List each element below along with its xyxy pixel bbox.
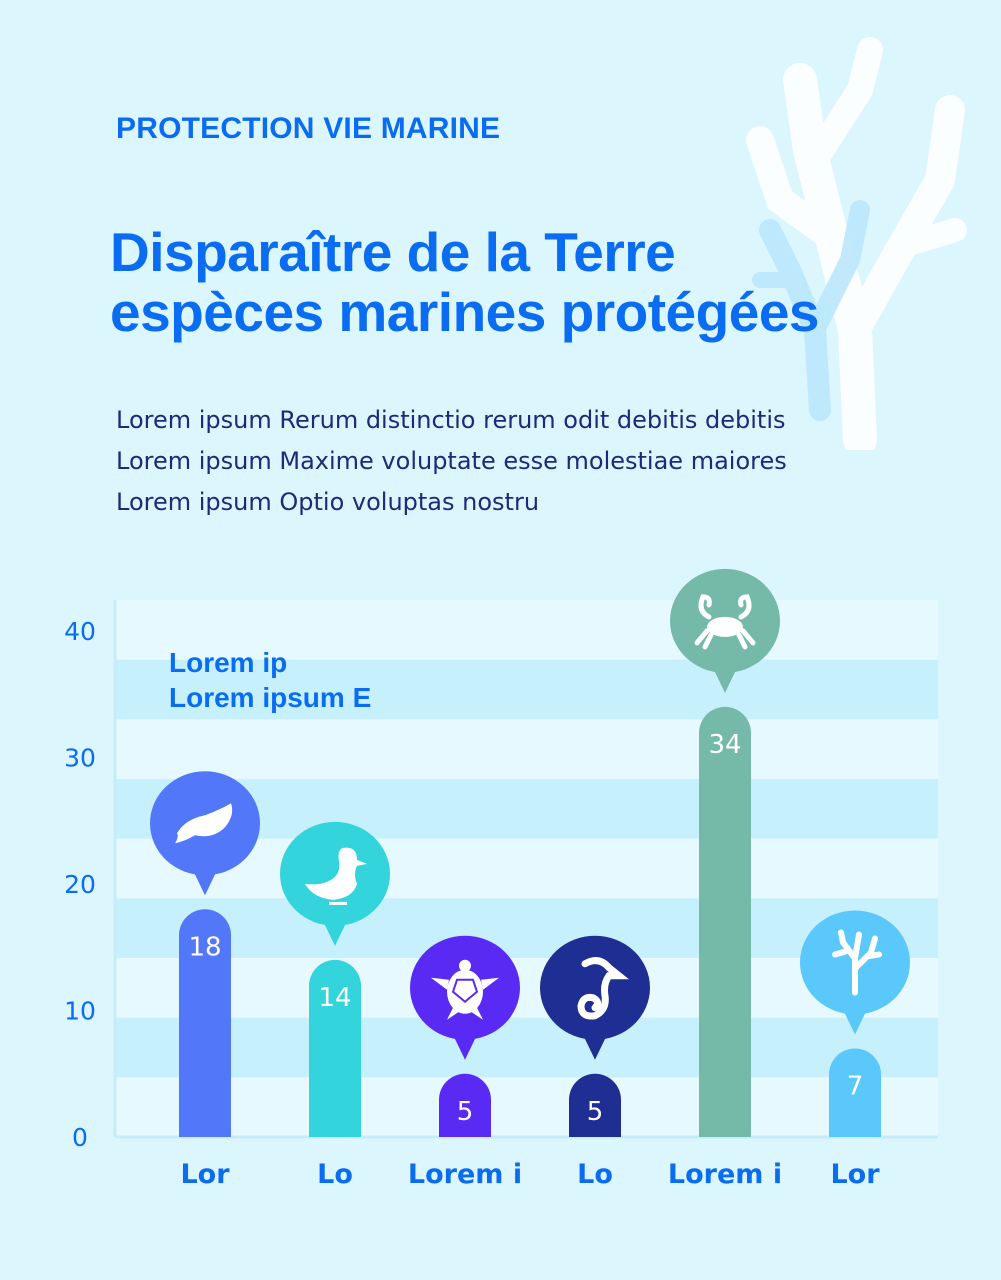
bar xyxy=(309,959,361,1137)
description-line: Lorem ipsum Optio voluptas nostru xyxy=(116,488,540,516)
title-line: espèces marines protégées xyxy=(110,281,820,343)
bar-chart: 0 10 20 30 40 18 Lor 14 Lo 5 Lorem i 5 Lo 34 Lorem i 7 L… xyxy=(64,568,938,1190)
bar-group: 5 xyxy=(540,935,650,1137)
bubble-shape xyxy=(540,935,650,1040)
bubble-pointer xyxy=(582,1032,608,1060)
description-line: Lorem ipsum Maxime voluptate esse molest… xyxy=(116,447,787,475)
description: Lorem ipsum Rerum distinctio rerum odit … xyxy=(116,400,787,523)
title-line: Disparaître de la Terre xyxy=(110,221,676,283)
bar xyxy=(179,909,232,1137)
note-line: Lorem ip xyxy=(169,647,288,678)
seahorse-icon xyxy=(577,957,629,1020)
crab-icon xyxy=(694,594,756,650)
icon-bubble xyxy=(670,568,780,693)
grid-band xyxy=(115,898,938,959)
icon-bubble xyxy=(540,935,650,1060)
y-tick-label: 0 xyxy=(72,1123,88,1152)
bubble-pointer xyxy=(712,665,738,693)
bar xyxy=(569,1073,621,1137)
grid-band xyxy=(115,1017,938,1078)
bubble-pointer xyxy=(322,918,348,946)
x-category-label: Lo xyxy=(577,1159,613,1190)
bar-value-label: 14 xyxy=(318,983,351,1013)
y-tick-label: 20 xyxy=(64,870,96,899)
x-category-label: Lor xyxy=(180,1159,230,1190)
bar-value-label: 7 xyxy=(847,1071,864,1101)
bubble-pointer xyxy=(452,1032,478,1060)
coral-decoration xyxy=(746,37,967,450)
chart-note: Lorem ip Lorem ipsum E xyxy=(169,645,371,715)
icon-bubble xyxy=(800,910,910,1035)
y-tick-label: 30 xyxy=(64,744,96,773)
icon-bubble xyxy=(280,821,390,946)
turtle-icon xyxy=(431,959,499,1020)
grid-band xyxy=(115,719,938,780)
y-tick-label: 40 xyxy=(64,617,96,646)
y-tick-label: 10 xyxy=(64,997,96,1026)
coral-icon xyxy=(832,929,882,996)
bar xyxy=(829,1048,881,1137)
x-category-label: Lorem i xyxy=(668,1159,782,1190)
grid-band xyxy=(115,1077,938,1138)
bar-group: 7 xyxy=(800,910,910,1137)
bar-group: 34 xyxy=(670,568,780,1137)
duck-icon xyxy=(305,847,367,905)
note-line: Lorem ipsum E xyxy=(169,682,372,713)
bar-group: 5 xyxy=(410,935,520,1137)
eyebrow-label: PROTECTION VIE MARINE xyxy=(116,112,501,145)
whale-icon xyxy=(175,803,233,844)
x-category-label: Lorem i xyxy=(408,1159,522,1190)
bubble-pointer xyxy=(842,1007,868,1035)
x-category-label: Lor xyxy=(830,1159,880,1190)
x-category-label: Lo xyxy=(317,1159,353,1190)
bar-value-label: 5 xyxy=(457,1097,474,1127)
bar-value-label: 18 xyxy=(188,932,221,962)
bubble-shape xyxy=(280,821,390,926)
grid-band xyxy=(115,659,938,720)
icon-bubble xyxy=(410,935,520,1060)
grid-band xyxy=(115,600,938,661)
bar xyxy=(699,706,751,1137)
bar-value-label: 34 xyxy=(708,730,741,760)
description-line: Lorem ipsum Rerum distinctio rerum odit … xyxy=(116,406,786,434)
bar-group: 18 xyxy=(150,771,260,1137)
bar xyxy=(439,1073,491,1137)
bar-group: 14 xyxy=(280,821,390,1137)
bubble-pointer xyxy=(192,868,218,896)
page-title: Disparaître de la Terre espèces marines … xyxy=(110,221,820,343)
bar-value-label: 5 xyxy=(587,1097,604,1127)
icon-bubble xyxy=(150,771,260,896)
